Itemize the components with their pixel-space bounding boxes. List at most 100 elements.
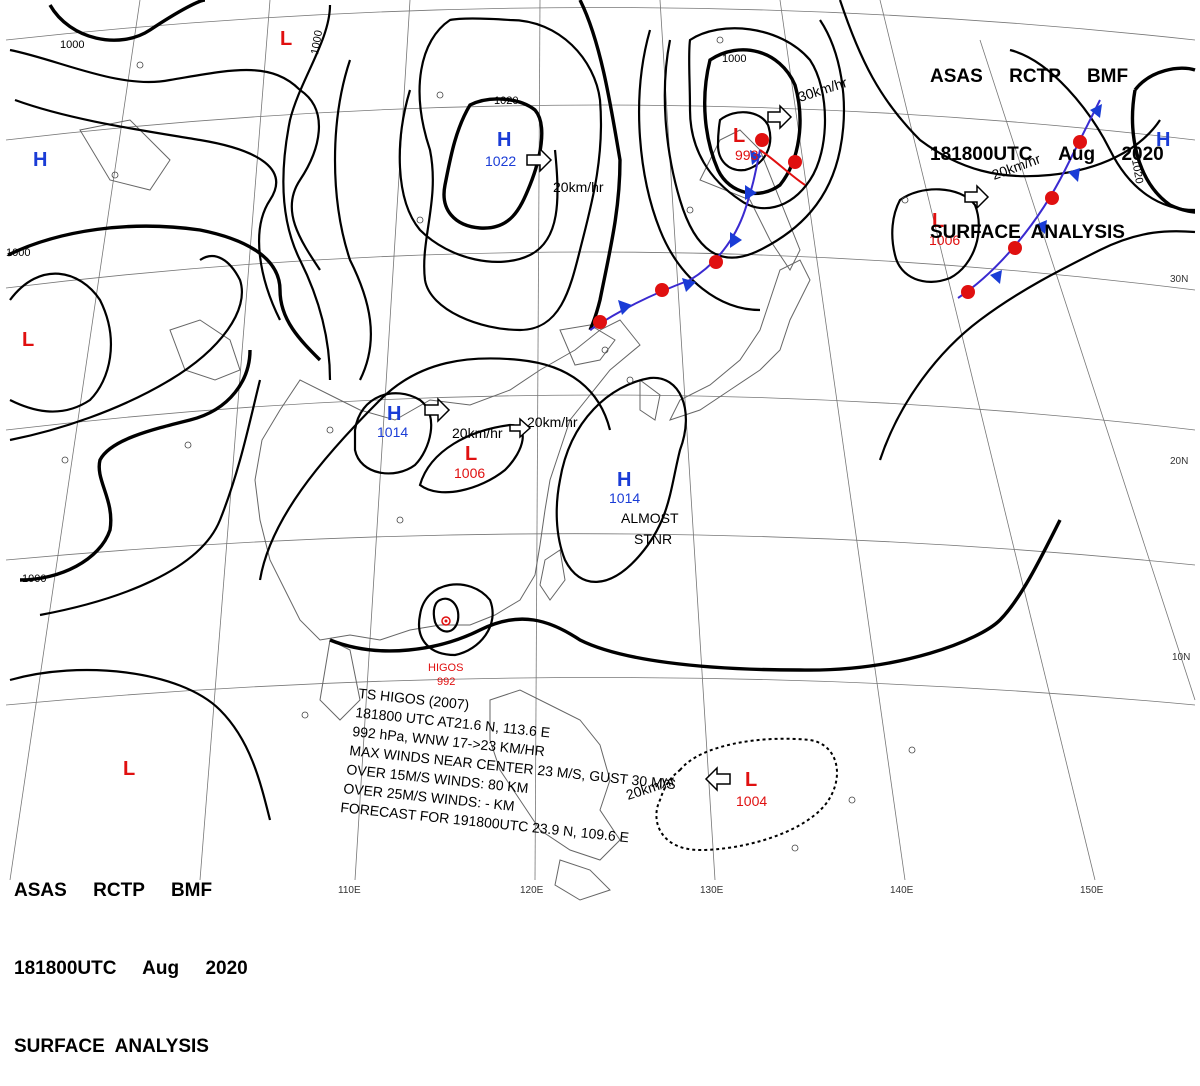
station-marker <box>61 456 69 464</box>
low-center: L <box>745 769 757 791</box>
header-line: SURFACE ANALYSIS <box>930 222 1125 243</box>
warm-front-mark <box>1008 241 1022 255</box>
storm-pressure: 992 <box>437 676 455 688</box>
station-marker <box>716 36 724 44</box>
graticule-labels: 110E 120E 130E 140E 150E 30N 20N 10N <box>338 274 1190 896</box>
high-center: H <box>497 129 511 151</box>
storm-eye <box>444 619 448 623</box>
low-center: L <box>280 28 292 50</box>
station-marker <box>396 516 404 524</box>
center-pressure: 1004 <box>736 793 767 809</box>
header-line: SURFACE ANALYSIS <box>14 1036 209 1057</box>
warm-front-mark <box>709 255 723 269</box>
center-pressure: 1014 <box>609 490 640 506</box>
latitude-label: 20N <box>1170 456 1188 467</box>
station-marker <box>436 91 444 99</box>
stationary-note-line: ALMOST <box>621 510 679 526</box>
warm-front-mark <box>1073 135 1087 149</box>
isobar-label: 1020 <box>1129 158 1145 184</box>
center-pressure: 993 <box>735 147 759 163</box>
warm-front-mark <box>755 133 769 147</box>
isobar-label: 1000 <box>309 29 325 55</box>
speed-label: 30km/hr <box>796 74 849 105</box>
movement-arrow <box>526 147 553 173</box>
low-center: L <box>733 125 745 147</box>
isobar-labels: 1000 1000 1020 1000 1000 1020 1000 <box>6 29 1145 585</box>
station-marker <box>626 376 634 384</box>
center-pressure: 1006 <box>929 232 960 248</box>
high-center: H <box>33 149 47 171</box>
speed-label: 20km/hr <box>527 414 578 430</box>
cold-front-mark <box>1068 168 1080 182</box>
station-marker <box>301 711 309 719</box>
station-marker <box>686 206 694 214</box>
storm-symbol <box>441 616 451 626</box>
isobar-label: 1000 <box>22 573 46 585</box>
movement-arrow <box>964 184 990 210</box>
station-marker <box>326 426 334 434</box>
tropical-storm: HIGOS 992 <box>428 616 463 688</box>
cold-front-mark <box>1090 104 1102 118</box>
longitude-label: 150E <box>1080 885 1104 896</box>
stationary-note-line: STNR <box>634 531 672 547</box>
cold-front-mark <box>682 278 696 292</box>
weather-map: 1000 1000 1020 1000 1000 1020 1000 20km/… <box>5 0 1196 901</box>
warm-front-mark <box>593 315 607 329</box>
cold-front-mark <box>990 270 1002 284</box>
cold-front-mark <box>1035 220 1047 234</box>
isobar-label: 1000 <box>6 247 30 259</box>
warm-front-mark <box>788 155 802 169</box>
longitude-label: 140E <box>890 885 914 896</box>
station-marker <box>416 216 424 224</box>
longitude-label: 110E <box>338 885 361 896</box>
pressure-centers: H 1022 H 1014 L 1006 H 1014 L 993 L 1006… <box>22 28 1170 809</box>
isobar-label: 1000 <box>60 39 84 51</box>
station-marker <box>848 796 856 804</box>
cold-front-mark <box>745 185 757 200</box>
warm-front-mark <box>655 283 669 297</box>
longitude-label: 120E <box>520 885 544 896</box>
warm-front-mark <box>1045 191 1059 205</box>
latitude-label: 30N <box>1170 274 1188 285</box>
header-line: ASAS RCTP BMF <box>14 880 213 901</box>
isobar-label: 1000 <box>722 53 746 65</box>
movement-arrow <box>704 766 731 792</box>
low-center: L <box>932 210 944 232</box>
station-marker <box>901 196 909 204</box>
low-center: L <box>123 758 135 780</box>
cold-front-mark <box>750 150 762 165</box>
center-pressure: 1014 <box>377 424 408 440</box>
station-marker <box>601 346 609 354</box>
header-bottom-left: ASAS RCTP BMF 181800UTC Aug 2020 SURFACE… <box>14 826 248 1086</box>
high-center: H <box>617 469 631 491</box>
station-marker <box>908 746 916 754</box>
header-line: ASAS RCTP BMF <box>930 66 1129 87</box>
header-line: 181800UTC Aug 2020 <box>930 144 1164 165</box>
speed-label: 20km/hr <box>452 425 503 441</box>
movement-arrow <box>424 397 451 423</box>
high-center: H <box>387 403 401 425</box>
latitude-label: 10N <box>1172 652 1190 663</box>
isobar-label: 1020 <box>494 95 518 107</box>
low-center: L <box>22 329 34 351</box>
center-pressure: 1022 <box>485 153 516 169</box>
speed-label: 20km/hr <box>553 179 604 195</box>
longitude-label: 130E <box>700 885 724 896</box>
ts-info: TS HIGOS (2007) 181800 UTC AT21.6 N, 113… <box>340 685 677 845</box>
warm-front-mark <box>961 285 975 299</box>
station-marker <box>111 171 119 179</box>
cold-front-mark <box>618 300 632 315</box>
high-center: H <box>1156 129 1170 151</box>
center-pressure: 1006 <box>454 465 485 481</box>
storm-name: HIGOS <box>428 662 463 674</box>
stationary-note: ALMOST STNR <box>621 510 679 547</box>
header-line: 181800UTC Aug 2020 <box>14 958 248 979</box>
movement-arrow <box>509 417 532 439</box>
movement-arrows <box>424 104 990 792</box>
station-marker <box>136 61 144 69</box>
station-markers <box>61 36 916 852</box>
cold-front-mark <box>730 232 742 248</box>
station-marker <box>791 844 799 852</box>
isobars <box>7 0 1196 852</box>
station-marker <box>184 441 192 449</box>
